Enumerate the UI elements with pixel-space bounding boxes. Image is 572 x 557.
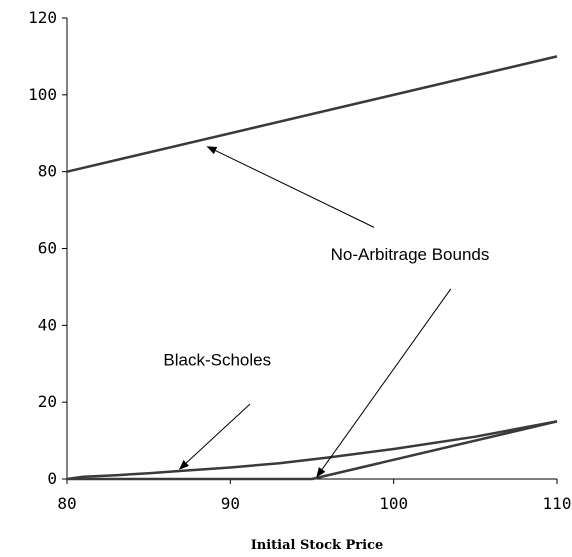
x-tick-label: 80 [57,494,76,513]
series-line-2 [66,420,558,481]
series-line-1 [66,55,558,173]
y-tick-label: 0 [47,469,57,488]
x-axis-title: Initial Stock Price [251,538,384,553]
x-tick-label: 90 [221,494,240,513]
x-tick-label: 100 [379,494,408,513]
x-tick-label: 110 [543,494,572,513]
annotations: No-Arbitrage Bounds Black-Scholes [163,146,490,478]
y-tick-label: 60 [38,239,57,258]
annotation-label-1: No-Arbitrage Bounds [331,245,490,264]
y-tick-label: 100 [28,85,57,104]
annotation-arrow [178,403,251,470]
y-tick-label: 80 [38,162,57,181]
y-tick-label: 120 [28,8,57,27]
annotation-arrow [206,146,375,228]
y-tick-label: 40 [38,315,57,334]
series-line-3 [67,420,558,481]
series-group [66,55,558,481]
annotation-arrow [316,288,452,478]
y-tick-label: 20 [38,392,57,411]
annotation-label-2: Black-Scholes [163,351,271,370]
ticks: 0 20 40 60 80 100 120 80 90 100 110 [28,8,571,513]
